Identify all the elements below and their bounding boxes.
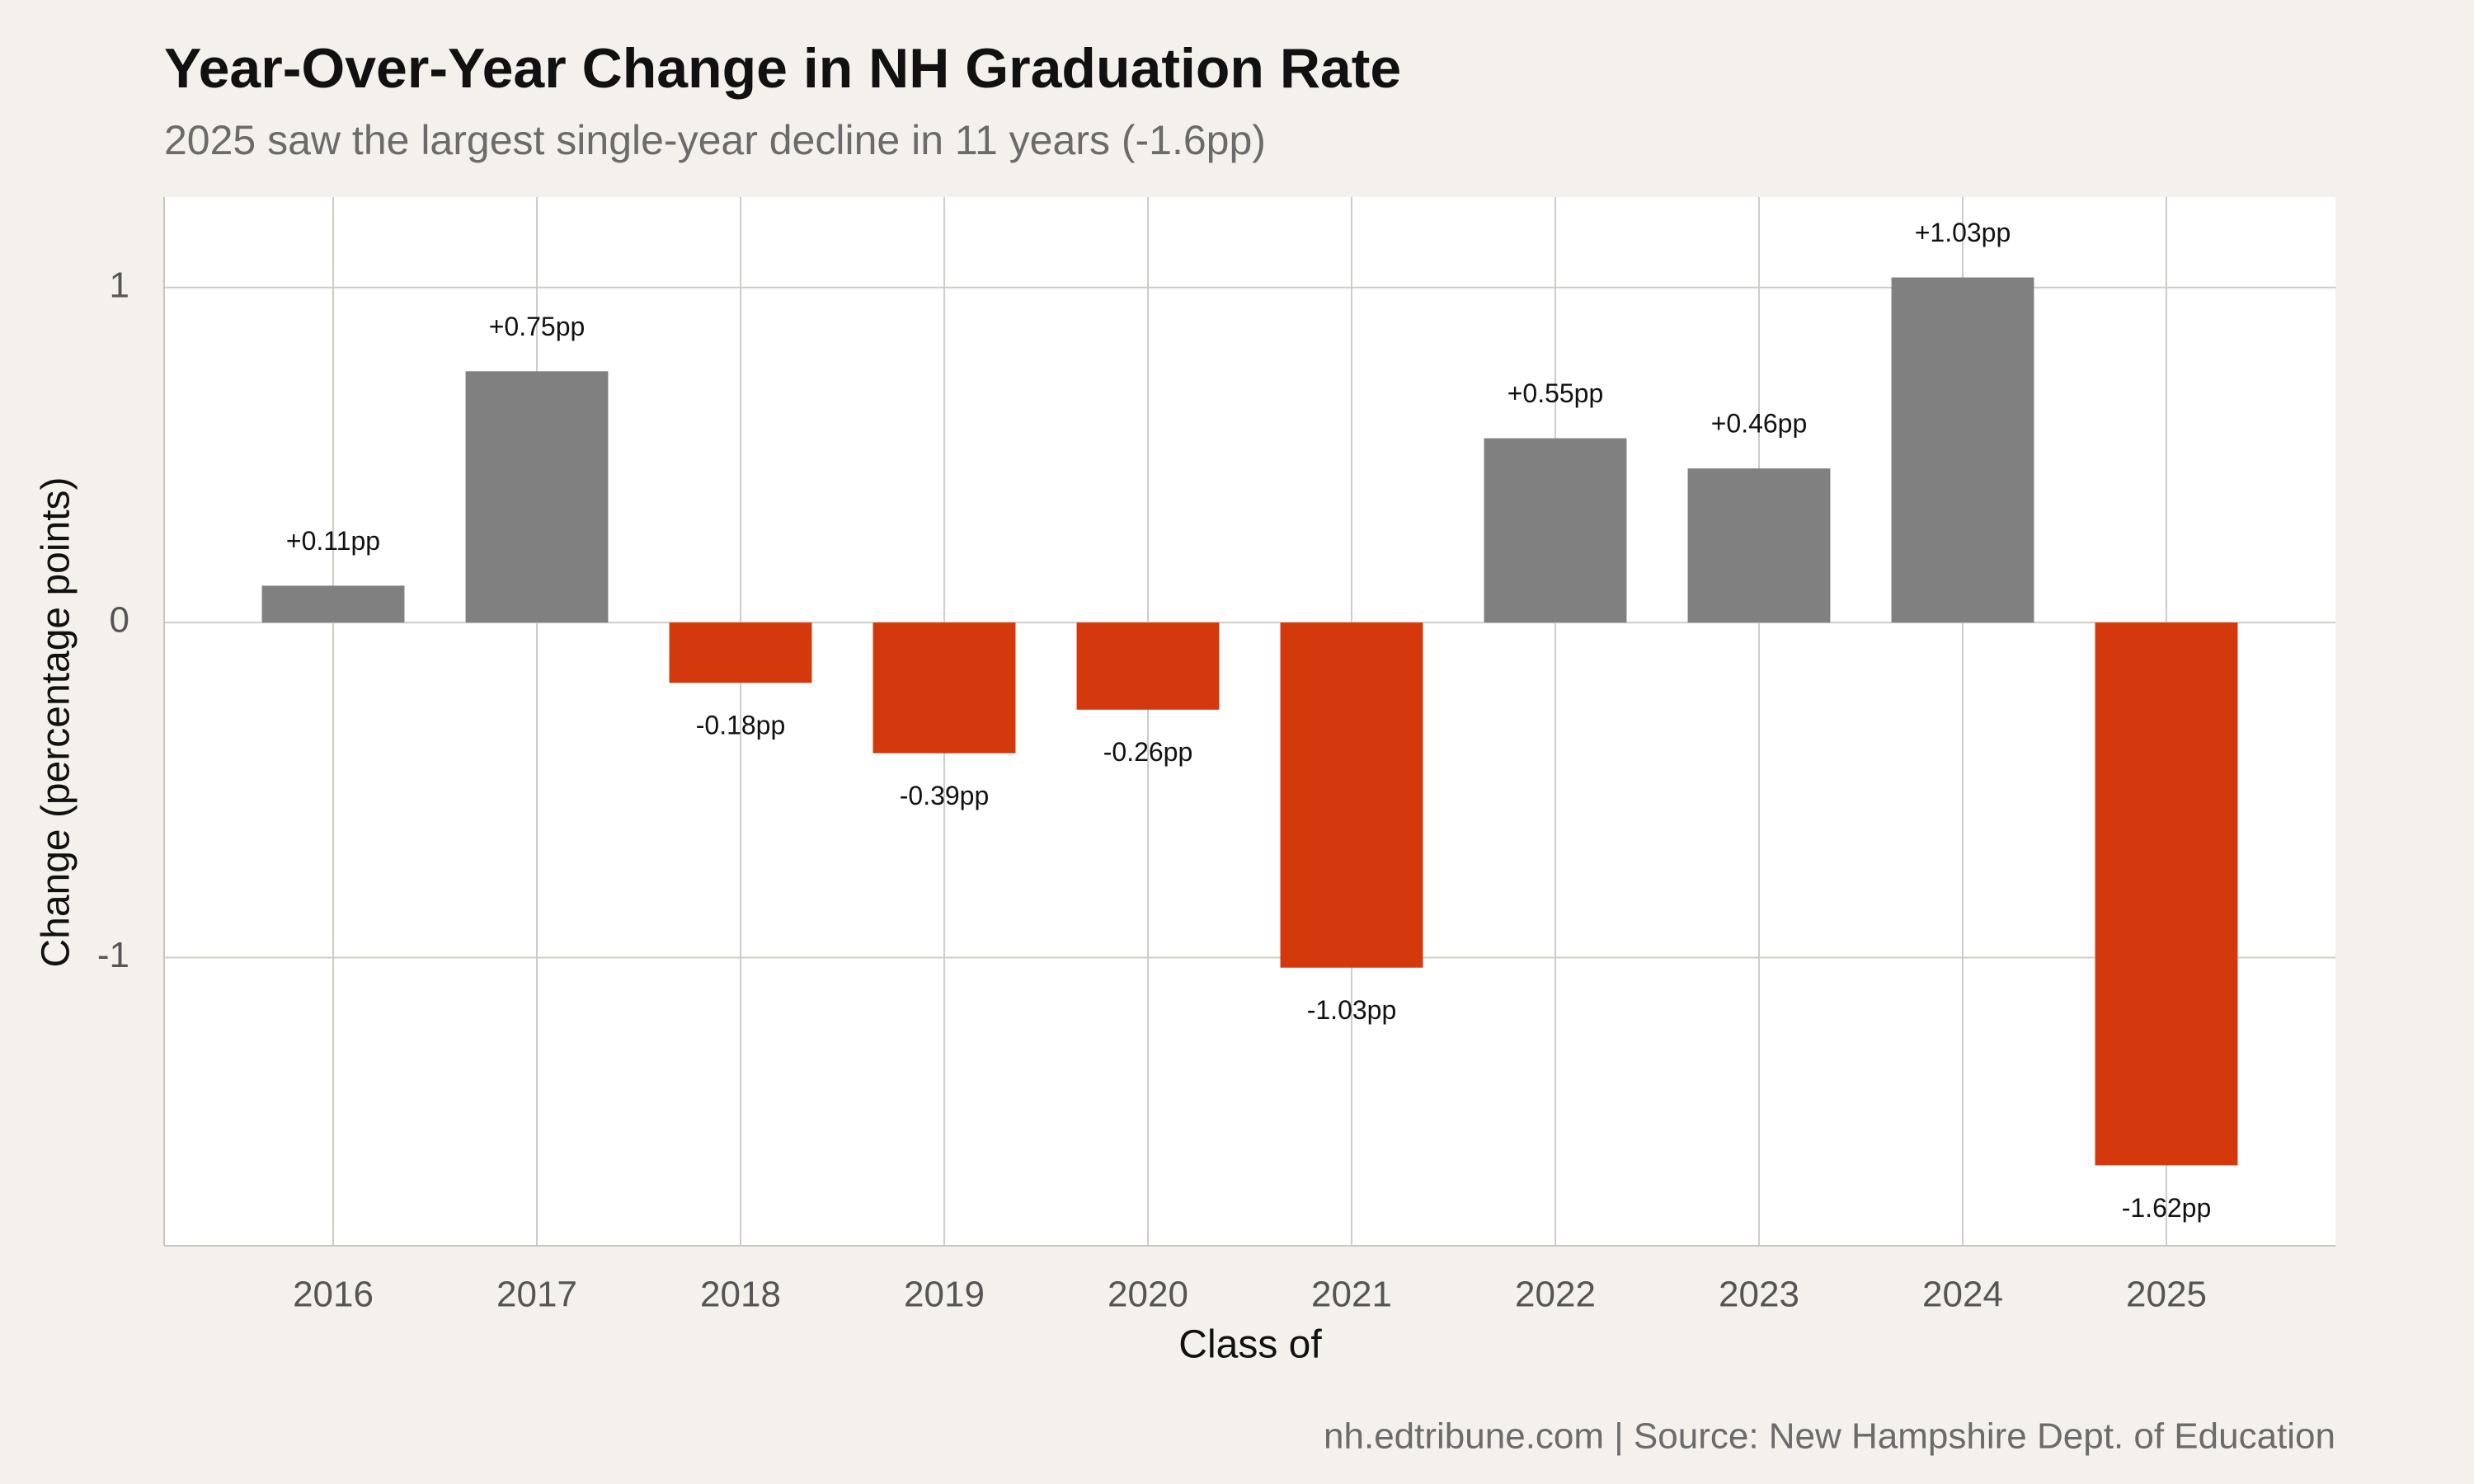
x-tick-label: 2017	[496, 1275, 577, 1315]
y-axis-title: Change (percentage points)	[35, 477, 78, 967]
x-tick-label: 2023	[1719, 1275, 1799, 1315]
bar	[1891, 277, 2034, 623]
bar	[669, 622, 812, 683]
y-tick-label: -1	[97, 935, 129, 975]
x-tick-label: 2020	[1108, 1275, 1188, 1315]
bar	[1280, 622, 1423, 968]
value-label: +0.11pp	[286, 526, 380, 556]
bar	[1484, 438, 1627, 623]
bars	[261, 277, 2238, 1166]
x-tick-label: 2025	[2126, 1275, 2207, 1315]
value-label: -1.62pp	[2122, 1193, 2212, 1223]
grid	[164, 197, 2335, 1246]
y-tick-label: 0	[110, 600, 129, 641]
bar	[1076, 622, 1220, 710]
value-label: -0.18pp	[696, 711, 786, 740]
value-label: +0.55pp	[1507, 378, 1604, 408]
value-label: -0.39pp	[900, 781, 990, 810]
value-label: -0.26pp	[1103, 737, 1193, 767]
x-tick-label: 2024	[1922, 1275, 2003, 1315]
y-tick-label: 1	[110, 265, 129, 305]
bar	[1687, 468, 1831, 623]
caption: nh.edtribune.com | Source: New Hampshire…	[1324, 1416, 2335, 1457]
bar	[872, 622, 1016, 754]
bar	[465, 371, 609, 623]
value-label: +1.03pp	[1915, 218, 2011, 247]
x-tick-label: 2019	[904, 1275, 985, 1315]
value-label: +0.46pp	[1711, 409, 1808, 439]
value-label: -1.03pp	[1307, 995, 1397, 1025]
bar	[261, 585, 405, 623]
value-label: +0.75pp	[489, 312, 586, 341]
x-tick-label: 2016	[293, 1275, 374, 1315]
bar	[2095, 622, 2238, 1166]
x-tick-label: 2018	[700, 1275, 781, 1315]
x-axis-title: Class of	[1178, 1323, 1322, 1367]
x-tick-label: 2022	[1515, 1275, 1596, 1315]
x-tick-label: 2021	[1311, 1275, 1392, 1315]
chart-title: Year-Over-Year Change in NH Graduation R…	[164, 37, 1401, 100]
chart-subtitle: 2025 saw the largest single-year decline…	[164, 117, 1266, 163]
